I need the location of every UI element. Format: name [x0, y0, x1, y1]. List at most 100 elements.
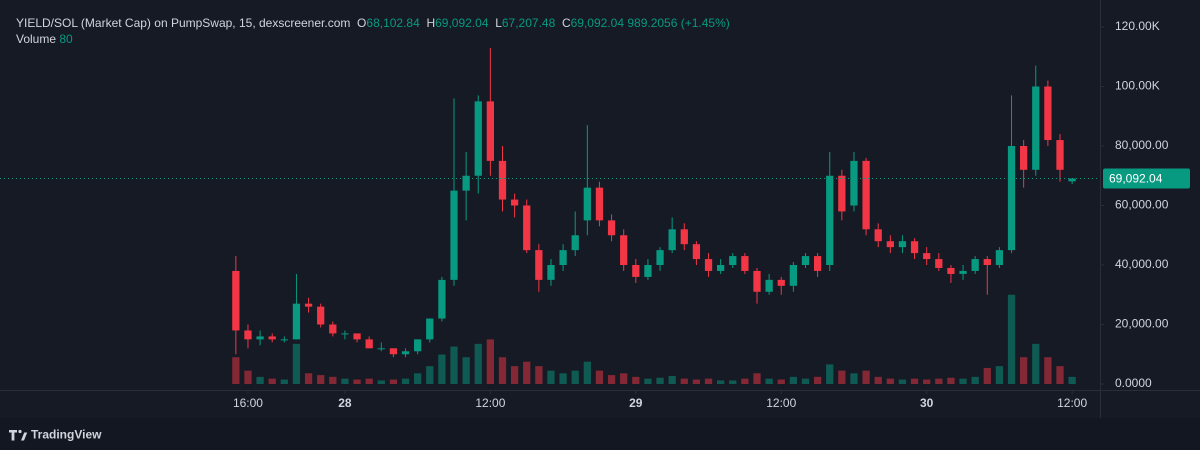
candle-body — [535, 250, 543, 280]
volume-bar — [595, 370, 604, 384]
volume-bar — [280, 379, 288, 384]
candle-body — [644, 265, 652, 277]
legend-row: Volume 80 — [16, 31, 730, 47]
candle-body — [620, 235, 628, 265]
volume-bar — [365, 378, 373, 384]
last-price-label: 69,092.04 — [1109, 172, 1163, 186]
candle-body — [959, 270, 967, 274]
legend-row: YIELD/SOL (Market Cap) on PumpSwap, 15, … — [16, 15, 730, 31]
volume-bar — [547, 370, 555, 384]
ohlc-value: 69,092.04 — [435, 16, 489, 30]
candle-body — [498, 160, 507, 200]
volume-bar — [741, 378, 749, 384]
volume-bar — [874, 376, 882, 384]
volume-bar — [268, 378, 276, 384]
volume-bar — [426, 366, 434, 384]
x-tick-label: 30 — [920, 396, 934, 410]
candle-body — [401, 351, 410, 355]
ohlc-value: 68,102.84 — [366, 16, 420, 30]
ohlc-label: O — [357, 16, 367, 30]
volume-bar — [1007, 294, 1016, 384]
volume-bar — [947, 377, 955, 384]
candle-body — [426, 318, 434, 340]
candle-body — [765, 279, 773, 292]
volume-bar — [680, 378, 688, 384]
volume-bar — [317, 375, 325, 384]
candle-body — [450, 190, 458, 280]
candle-body — [947, 267, 955, 274]
tv-logo — [9, 429, 28, 441]
y-tick-label: 120.00K — [1115, 19, 1160, 33]
candle-body — [680, 229, 688, 245]
ohlc-label: L — [495, 16, 502, 30]
candle-body — [280, 339, 288, 341]
candle-body — [523, 205, 531, 251]
legend: YIELD/SOL (Market Cap) on PumpSwap, 15, … — [16, 15, 730, 47]
x-tick-label: 12:00 — [766, 396, 796, 410]
candle-body — [1068, 178, 1076, 182]
candle-body — [292, 303, 301, 340]
volume-bar — [910, 378, 919, 384]
volume-bar — [1020, 357, 1028, 384]
candle-body — [329, 324, 337, 334]
footer-bar — [0, 418, 1200, 450]
volume-bar — [498, 357, 507, 384]
candle-body — [256, 336, 264, 340]
volume-bar — [414, 373, 422, 384]
volume-bar — [377, 380, 385, 384]
watermark: TradingView — [31, 428, 102, 442]
candle-body — [244, 330, 252, 340]
volume-bar — [765, 378, 773, 384]
volume-bar — [583, 361, 591, 384]
volume-bar — [826, 364, 834, 384]
volume-bar — [971, 376, 979, 384]
volume-bar — [474, 343, 482, 384]
volume-bar — [777, 379, 785, 384]
candle-body — [1020, 146, 1028, 170]
candle-body — [741, 256, 749, 271]
candle-body — [838, 175, 846, 212]
candle-body — [474, 101, 482, 176]
candle-body — [898, 241, 907, 248]
candle-body — [571, 235, 579, 251]
candle-body — [1044, 86, 1052, 141]
y-tick-label: 100.00K — [1115, 79, 1160, 93]
y-tick-label: 0.0000 — [1115, 376, 1152, 390]
x-tick-label: 12:00 — [475, 396, 505, 410]
volume-bar — [789, 376, 798, 384]
candle-body — [1007, 146, 1016, 251]
candle-body — [704, 259, 713, 271]
volume-bar — [620, 373, 628, 384]
volume-bar — [983, 367, 991, 384]
volume-bar — [450, 346, 458, 384]
volume-value: 80 — [59, 32, 73, 46]
candle-body — [510, 199, 519, 206]
candle-body — [607, 220, 616, 236]
volume-bar — [632, 376, 640, 384]
candle-body — [886, 241, 894, 248]
volume-bar — [523, 361, 531, 384]
candle-body — [935, 259, 943, 268]
volume-bar — [571, 370, 579, 384]
candle-body — [656, 250, 664, 265]
volume-bar — [256, 376, 264, 384]
candle-body — [377, 348, 385, 350]
candle-body — [983, 259, 991, 265]
candle-body — [595, 187, 604, 221]
candle-body — [826, 175, 834, 265]
volume-bar — [304, 373, 313, 384]
y-tick-label: 80,000.00 — [1115, 138, 1169, 152]
candle-body — [632, 265, 640, 277]
candle-body — [813, 256, 822, 271]
y-tick-label: 20,000.00 — [1115, 317, 1169, 331]
volume-bar — [838, 370, 846, 384]
candle-body — [692, 244, 701, 260]
x-tick-label: 28 — [338, 396, 352, 410]
volume-bar — [692, 379, 701, 384]
candle-body — [389, 348, 398, 355]
candle-body — [365, 339, 373, 349]
volume-bar — [329, 376, 337, 384]
volume-bar — [1056, 366, 1064, 384]
candle-body — [438, 279, 446, 319]
